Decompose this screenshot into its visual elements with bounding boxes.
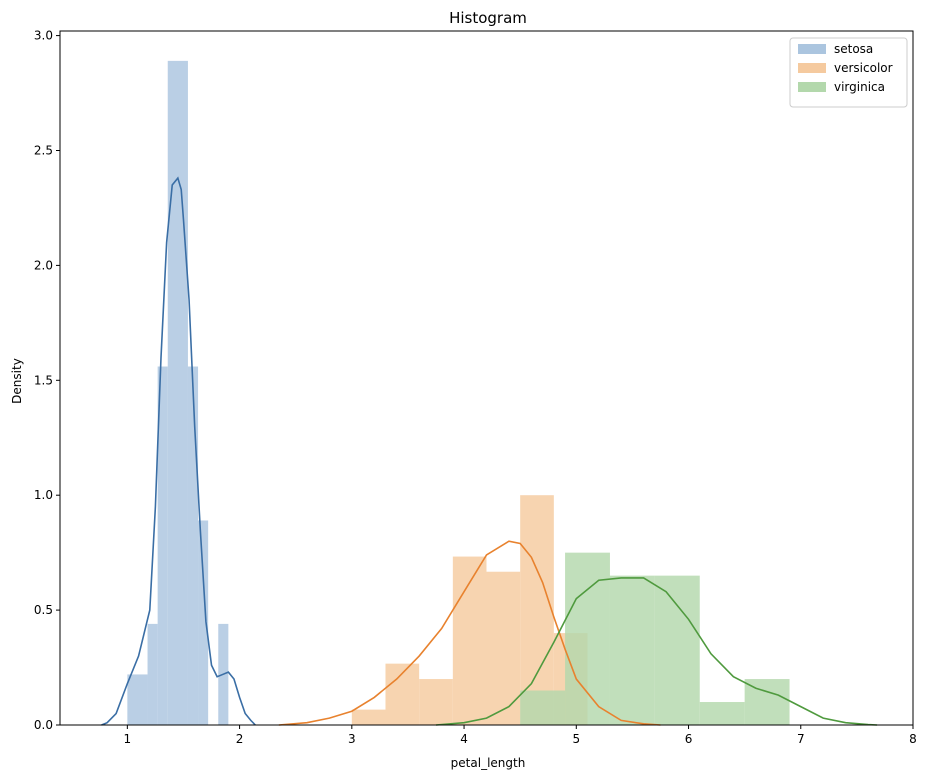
- bar-setosa-3: [167, 60, 188, 726]
- legend-swatch-virginica: [798, 82, 826, 92]
- y-tick-label-1: 1.0: [34, 488, 53, 502]
- kde-line-versicolor: [278, 540, 661, 726]
- legend: setosa versicolor virginica: [789, 37, 908, 108]
- y-tick-label-2.5: 2.5: [34, 143, 53, 157]
- y-tick-label-1.5: 1.5: [34, 373, 53, 387]
- x-tick-label-4: 4: [460, 732, 468, 746]
- bar-setosa-4: [187, 366, 199, 725]
- bar-setosa-5: [198, 520, 209, 725]
- bar-versicolor-0: [351, 709, 386, 725]
- x-axis-label: petal_length: [451, 756, 526, 770]
- x-tick-label-3: 3: [348, 732, 356, 746]
- bars-virginica: [520, 552, 790, 725]
- plot-area: [101, 60, 878, 726]
- y-tick-label-0: 0.0: [34, 718, 53, 732]
- legend-swatch-versicolor: [798, 63, 826, 73]
- y-tick-label-2: 2.0: [34, 258, 53, 272]
- bar-virginica-0: [520, 690, 566, 725]
- bar-virginica-3: [654, 575, 700, 725]
- axes-frame: [59, 30, 914, 726]
- y-tick-label-3: 3.0: [34, 29, 53, 43]
- legend-label-virginica: virginica: [834, 80, 885, 94]
- bars-versicolor: [351, 495, 588, 725]
- kde-line-virginica: [435, 577, 878, 726]
- chart-title: Histogram: [449, 9, 527, 27]
- y-axis-label: Density: [10, 358, 24, 404]
- x-tick-label-2: 2: [236, 732, 244, 746]
- bar-versicolor-4: [486, 571, 521, 725]
- bar-versicolor-3: [452, 556, 487, 725]
- bar-versicolor-2: [419, 679, 453, 725]
- bar-setosa-1: [147, 623, 158, 725]
- bar-setosa-2: [157, 366, 168, 725]
- x-tick-label-5: 5: [572, 732, 580, 746]
- x-tick-label-8: 8: [909, 732, 917, 746]
- x-tick-label-7: 7: [797, 732, 805, 746]
- y-axis-ticks: 0.0 0.5 1.0 1.5 2.0 2.5 3.0: [34, 29, 60, 732]
- bar-virginica-1: [565, 552, 610, 725]
- bar-versicolor-5: [520, 495, 554, 725]
- x-tick-label-6: 6: [685, 732, 693, 746]
- legend-swatch-setosa: [798, 44, 826, 54]
- legend-label-setosa: setosa: [834, 42, 873, 56]
- x-axis-ticks: 1 2 3 4 5 6 7 8: [124, 725, 917, 746]
- bar-virginica-4: [699, 702, 745, 725]
- y-tick-label-0.5: 0.5: [34, 603, 53, 617]
- bar-virginica-2: [609, 575, 655, 725]
- legend-label-versicolor: versicolor: [834, 61, 893, 75]
- bar-setosa-0: [127, 674, 148, 725]
- x-tick-label-1: 1: [124, 732, 132, 746]
- kde-line-setosa: [101, 176, 256, 726]
